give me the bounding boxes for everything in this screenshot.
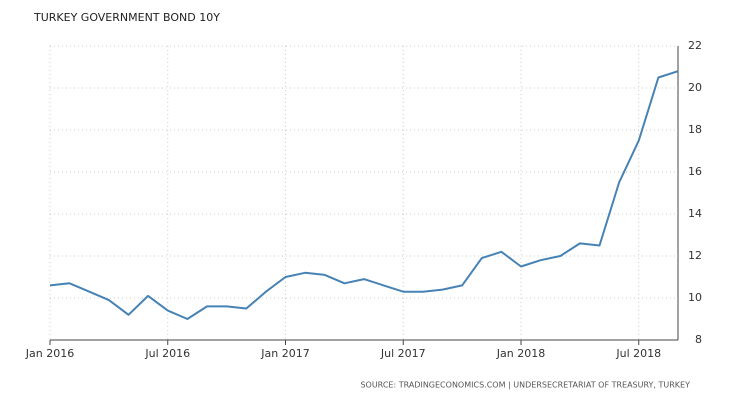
y-tick-label: 10 (688, 291, 702, 304)
source-note: SOURCE: TRADINGECONOMICS.COM | UNDERSECR… (360, 381, 690, 390)
y-tick-label: 22 (688, 39, 702, 52)
y-tick-label: 18 (688, 123, 702, 136)
x-tick-label: Jan 2018 (496, 347, 545, 360)
y-tick-label: 8 (695, 333, 702, 346)
x-tick-label: Jan 2017 (260, 347, 309, 360)
data-line (49, 70, 679, 320)
x-tick-label: Jul 2018 (615, 347, 661, 360)
x-tick-label: Jul 2017 (380, 347, 426, 360)
y-tick-label: 14 (688, 207, 702, 220)
y-tick-label: 16 (688, 165, 702, 178)
x-tick-label: Jan 2016 (25, 347, 74, 360)
y-tick-label: 20 (688, 81, 702, 94)
chart-title: TURKEY GOVERNMENT BOND 10Y (33, 11, 220, 24)
y-tick-label: 12 (688, 249, 702, 262)
x-tick-label: Jul 2016 (144, 347, 190, 360)
